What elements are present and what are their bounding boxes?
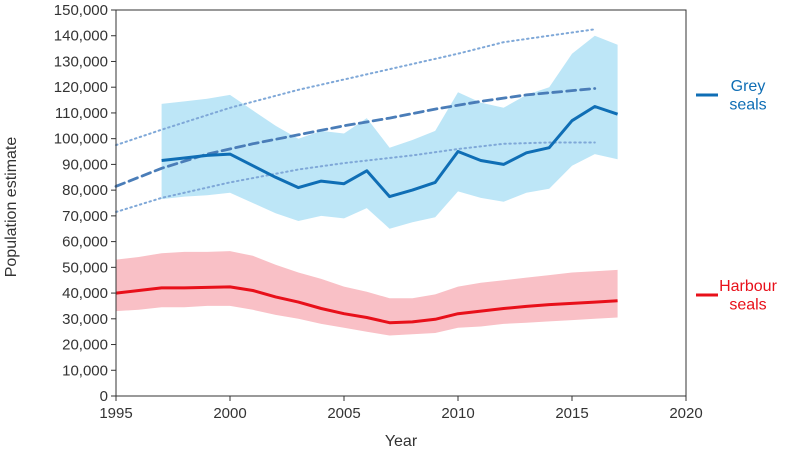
legend-label-line: Harbour xyxy=(719,278,777,295)
x-tick-label: 2010 xyxy=(441,405,474,422)
y-tick-label: 50,000 xyxy=(62,259,108,276)
legend-label-line: seals xyxy=(729,296,766,313)
y-tick-label: 10,000 xyxy=(62,362,108,379)
plot-frame xyxy=(115,9,687,397)
y-axis-title: Population estimate xyxy=(3,137,20,278)
legend-label-1: Harbour seals xyxy=(719,278,777,313)
series-line-1 xyxy=(115,285,618,325)
trend-line-0 xyxy=(114,87,597,188)
y-tick-label: 90,000 xyxy=(62,156,108,173)
y-tick-label: 40,000 xyxy=(62,285,108,302)
series-line-0 xyxy=(161,105,619,199)
y-tick-label: 20,000 xyxy=(62,337,108,354)
series-lines xyxy=(115,105,619,325)
trend-line-1 xyxy=(115,28,596,147)
y-tick-label: 140,000 xyxy=(54,28,108,45)
axes: 0 10,000 20,000 30,000 40,000 50,000 60,000 70,… xyxy=(3,2,703,450)
y-tick-label: 30,000 xyxy=(62,311,108,328)
y-tick-label: 0 xyxy=(100,388,108,405)
confidence-band-1 xyxy=(116,251,618,336)
y-tick-label: 60,000 xyxy=(62,234,108,251)
x-tick-label: 2005 xyxy=(327,405,360,422)
x-tick-label: 1995 xyxy=(99,405,132,422)
trend-line-2 xyxy=(115,141,596,213)
y-tick-label: 110,000 xyxy=(55,105,108,122)
trend-lines xyxy=(114,28,597,213)
x-tick-label: 2015 xyxy=(555,405,588,422)
y-tick-label: 80,000 xyxy=(62,182,108,199)
confidence-band-0 xyxy=(161,35,618,229)
x-tick-label: 2020 xyxy=(669,405,702,422)
legend-label-line: seals xyxy=(729,96,766,113)
legend-label-line: Grey xyxy=(731,78,766,95)
y-tick-label: 70,000 xyxy=(62,208,108,225)
x-axis-title: Year xyxy=(385,433,418,450)
y-tick-label: 130,000 xyxy=(54,53,108,70)
legend-label-0: Grey seals xyxy=(729,78,766,113)
y-tick-label: 150,000 xyxy=(54,2,108,19)
y-tick-label: 100,000 xyxy=(54,131,108,148)
uncertainty-bands xyxy=(116,35,618,336)
x-tick-label: 2000 xyxy=(213,405,246,422)
y-tick-label: 120,000 xyxy=(54,79,108,96)
